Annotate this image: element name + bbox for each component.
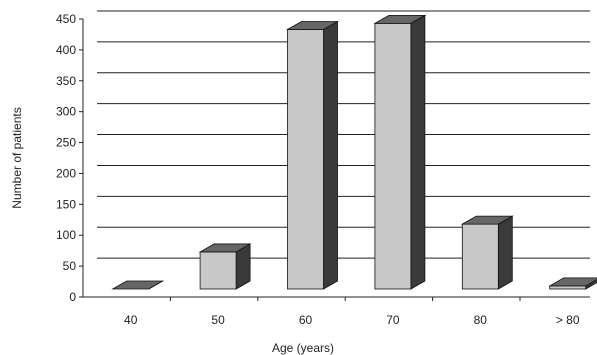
x-tick-label: 70 xyxy=(386,313,400,327)
bar-front xyxy=(374,22,412,290)
bar-80 xyxy=(460,215,514,290)
bar-side xyxy=(410,14,426,290)
bar-70 xyxy=(373,14,427,290)
bar-front xyxy=(461,223,499,290)
bar-top xyxy=(548,277,597,287)
y-tick-label: 100 xyxy=(56,228,76,242)
y-tick-label: 200 xyxy=(56,166,76,180)
bars xyxy=(111,14,597,290)
bar-80 xyxy=(548,277,597,290)
bar-top xyxy=(285,21,340,30)
bar-top xyxy=(373,14,427,24)
y-tick-label: 50 xyxy=(63,259,77,273)
y-tick-label: 150 xyxy=(56,197,76,211)
y-tick-label: 300 xyxy=(56,105,76,119)
bar-40 xyxy=(111,280,165,290)
bar-side xyxy=(497,215,513,290)
grid-lines xyxy=(97,10,590,259)
bar-top xyxy=(460,215,514,225)
y-tick-label: 400 xyxy=(56,43,76,57)
y-axis-title: Number of patients xyxy=(10,107,24,208)
axes xyxy=(79,18,590,301)
y-tick-label: 450 xyxy=(56,12,76,26)
bar-front xyxy=(549,285,587,290)
y-tick-label: 0 xyxy=(69,290,76,304)
y-tick-label: 250 xyxy=(56,136,76,150)
bar-side xyxy=(323,20,338,290)
bar-50 xyxy=(198,243,252,290)
x-tick-label: 60 xyxy=(299,313,313,327)
bar-60 xyxy=(285,20,340,290)
bar-front xyxy=(287,29,324,290)
bar-top xyxy=(111,280,165,290)
x-tick-label: 80 xyxy=(474,313,488,327)
tick-labels: 0 50 100 150 200 250 300 350 400 450 40 50 60 70 80 > 8… xyxy=(56,12,580,327)
x-tick-label: > 80 xyxy=(556,313,580,327)
x-tick-label: 40 xyxy=(124,313,138,327)
y-tick-label: 350 xyxy=(56,74,76,88)
x-tick-label: 50 xyxy=(211,313,225,327)
bar-front xyxy=(199,251,237,290)
bar-top xyxy=(198,243,252,253)
x-axis-title: Age (years) xyxy=(272,341,334,355)
